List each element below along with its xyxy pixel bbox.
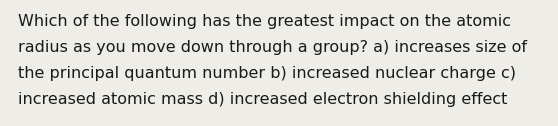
- Text: radius as you move down through a group? a) increases size of: radius as you move down through a group?…: [18, 40, 527, 55]
- Text: Which of the following has the greatest impact on the atomic: Which of the following has the greatest …: [18, 14, 511, 29]
- Text: increased atomic mass d) increased electron shielding effect: increased atomic mass d) increased elect…: [18, 92, 507, 107]
- Text: the principal quantum number b) increased nuclear charge c): the principal quantum number b) increase…: [18, 66, 516, 81]
